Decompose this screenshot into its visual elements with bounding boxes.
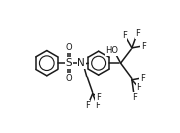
Text: S: S (65, 58, 72, 68)
Text: F: F (96, 101, 100, 110)
Text: F: F (96, 93, 101, 102)
Text: F: F (136, 83, 141, 92)
Text: N: N (77, 58, 85, 68)
Text: F: F (140, 74, 145, 83)
Text: F: F (132, 93, 137, 102)
Text: O: O (65, 43, 72, 52)
Text: F: F (122, 31, 127, 40)
Text: O: O (65, 74, 72, 83)
Text: F: F (85, 101, 89, 110)
Text: F: F (141, 42, 146, 51)
Text: F: F (135, 29, 140, 38)
Text: HO: HO (105, 46, 118, 55)
